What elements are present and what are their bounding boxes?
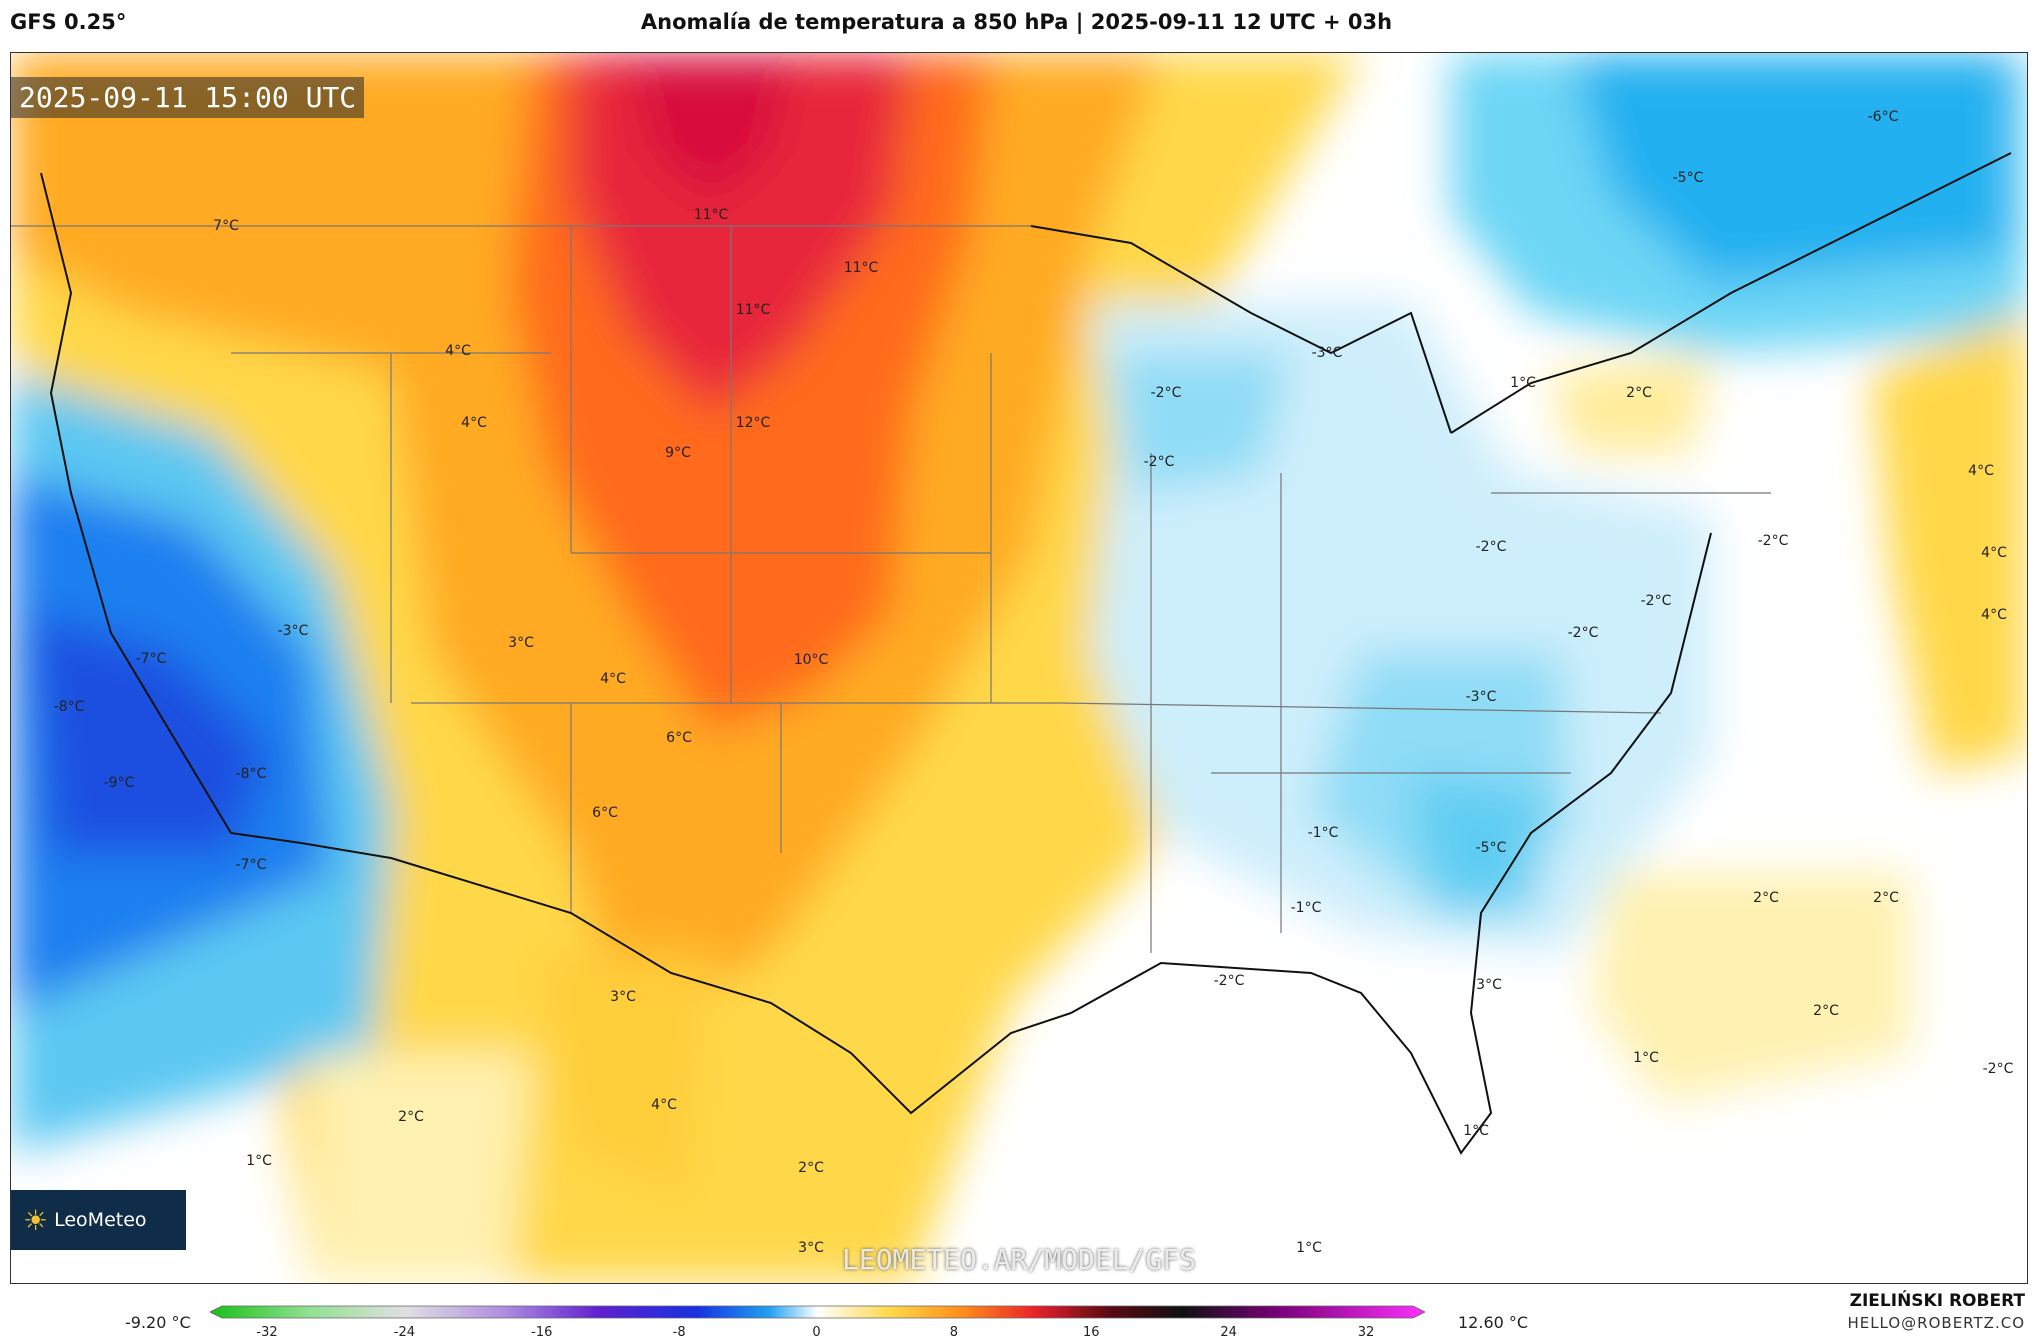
contour-label: -2°C (1982, 1061, 2014, 1077)
colorbar-tick: -24 (393, 1325, 415, 1340)
contour-label: -2°C (1757, 533, 1789, 549)
contour-label: -1°C (1307, 825, 1339, 841)
contour-label: 1°C (246, 1153, 272, 1169)
colorbar-tick: -8 (672, 1325, 686, 1340)
source-watermark: LEOMETEO.AR/MODEL/GFS (841, 1243, 1196, 1276)
contour-label: 4°C (1981, 545, 2007, 561)
contour-label: -3°C (1465, 689, 1497, 705)
contour-label: -5°C (1672, 170, 1704, 186)
valid-time-badge: 2025-09-11 15:00 UTC (11, 77, 365, 118)
contour-label: 2°C (798, 1160, 824, 1176)
contour-label: -2°C (1213, 973, 1245, 989)
colorbar-max-label: 12.60 °C (1458, 1313, 1529, 1332)
author-credit: ZIELIŃSKI ROBERT (1849, 1291, 2025, 1311)
contour-label: -7°C (135, 651, 167, 667)
map-title: Anomalía de temperatura a 850 hPa | 2025… (640, 10, 1393, 34)
contour-label: -2°C (1475, 539, 1507, 555)
colorbar-tick: 0 (812, 1325, 821, 1340)
contour-label: 2°C (1753, 890, 1779, 906)
contour-label: 1°C (1633, 1050, 1659, 1066)
colorbar-tick: 24 (1220, 1325, 1237, 1340)
contour-label: 2°C (1813, 1003, 1839, 1019)
sun-icon: ☀ (23, 1203, 49, 1237)
contour-label: -9°C (103, 775, 135, 791)
colorbar (210, 1305, 1425, 1319)
contour-label: -8°C (235, 766, 267, 782)
contour-label: 12°C (735, 415, 771, 431)
contour-label: 6°C (666, 730, 692, 746)
contour-label: 3°C (1476, 977, 1502, 993)
contour-label: 6°C (592, 805, 618, 821)
contour-label: 2°C (1873, 890, 1899, 906)
contour-label: -7°C (235, 857, 267, 873)
colorbar-tick: 16 (1082, 1325, 1100, 1340)
colorbar-tick: -32 (256, 1325, 278, 1340)
contour-label: 2°C (398, 1109, 424, 1125)
contour-label: 3°C (610, 989, 636, 1005)
colorbar-tick: 8 (949, 1325, 959, 1340)
colorbar-min-label: -9.20 °C (125, 1313, 191, 1332)
contour-label: 3°C (508, 635, 534, 651)
contour-label: 7°C (213, 218, 239, 234)
contour-label: 4°C (461, 415, 487, 431)
contour-label: 4°C (600, 671, 626, 687)
contour-label: 4°C (1968, 463, 1994, 479)
contour-label: 4°C (651, 1097, 677, 1113)
map-panel: 2025-09-11 15:00 UTC 11°C 11°C 11°C 12°C 9°C… (10, 52, 2028, 1284)
contour-label: 1°C (1296, 1240, 1322, 1256)
anomaly-field (11, 53, 2027, 1283)
contour-label: 4°C (1981, 607, 2007, 623)
contour-label: 1°C (1510, 375, 1536, 391)
contour-label: 10°C (793, 652, 829, 668)
contour-label: -5°C (1475, 840, 1507, 856)
leometeo-logo: ☀ LeoMeteo (11, 1190, 186, 1250)
contour-label: -2°C (1143, 454, 1175, 470)
contour-label: 9°C (665, 445, 691, 461)
contour-label: -2°C (1567, 625, 1599, 641)
logo-text: LeoMeteo (54, 1209, 147, 1231)
contour-label: 3°C (798, 1240, 824, 1256)
contour-label: 2°C (1626, 385, 1652, 401)
contour-label: 4°C (445, 343, 471, 359)
author-email: HELLO@ROBERTZ.CO (1847, 1314, 2025, 1332)
colorbar-tick: 32 (1357, 1325, 1375, 1340)
contour-label: 11°C (843, 260, 879, 276)
contour-label: -8°C (53, 699, 85, 715)
contour-label: -2°C (1640, 593, 1672, 609)
contour-label: 11°C (693, 207, 729, 223)
contour-label: 1°C (1463, 1123, 1489, 1139)
contour-label: -1°C (1290, 900, 1322, 916)
contour-label: -2°C (1150, 385, 1182, 401)
contour-label: -3°C (1311, 345, 1343, 361)
contour-label: 11°C (735, 302, 771, 318)
contour-label: -6°C (1867, 109, 1899, 125)
colorbar-tick: -16 (531, 1325, 553, 1340)
contour-label: -3°C (277, 623, 309, 639)
model-label: GFS 0.25° (10, 10, 127, 34)
